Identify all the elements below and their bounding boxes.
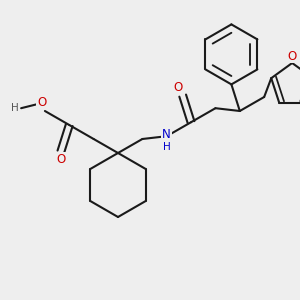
Text: O: O xyxy=(287,50,297,62)
Text: O: O xyxy=(56,153,65,166)
Text: H: H xyxy=(11,103,19,113)
Text: O: O xyxy=(173,81,182,94)
Text: O: O xyxy=(37,97,46,110)
Text: N: N xyxy=(162,128,171,141)
Text: H: H xyxy=(163,142,171,152)
